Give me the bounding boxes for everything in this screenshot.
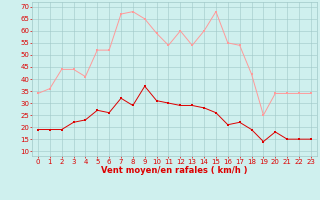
- X-axis label: Vent moyen/en rafales ( km/h ): Vent moyen/en rafales ( km/h ): [101, 166, 248, 175]
